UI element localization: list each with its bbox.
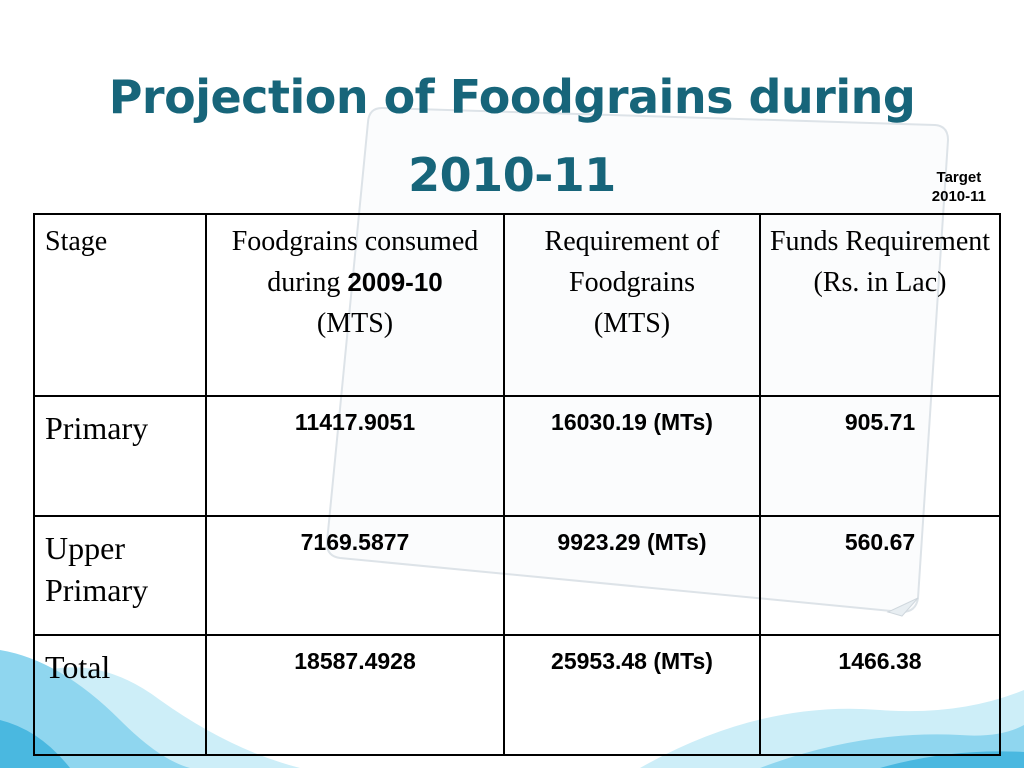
table-row: Primary 11417.9051 16030.19 (MTs) 905.71: [33, 395, 1001, 517]
header-consumed-year: 2009-10: [347, 267, 443, 297]
funds-cell: 905.71: [759, 395, 1001, 517]
header-consumed-unit: (MTS): [316, 308, 394, 339]
header-foodgrains-consumed: Foodgrains consumed during 2009-10 (MTS): [205, 213, 505, 397]
header-funds: Funds Requirement (Rs. in Lac): [759, 213, 1001, 397]
consumed-cell: 11417.9051: [205, 395, 505, 517]
requirement-cell: 16030.19 (MTs): [503, 395, 761, 517]
target-note: Target 2010-11: [932, 168, 986, 206]
table-row: Upper Primary 7169.5877 9923.29 (MTs) 56…: [33, 515, 1001, 636]
consumed-cell: 18587.4928: [205, 634, 505, 756]
slide-title-line1: Projection of Foodgrains during: [108, 70, 916, 124]
target-note-year: 2010-11: [931, 188, 986, 205]
slide-title: Projection of Foodgrains during 2010-11: [0, 58, 1024, 214]
header-requirement-unit: (MTS): [593, 308, 671, 339]
stage-cell: Total: [33, 634, 207, 756]
table-header-row: Stage Foodgrains consumed during 2009-10…: [33, 213, 1001, 397]
funds-cell: 560.67: [759, 515, 1001, 636]
requirement-cell: 25953.48 (MTs): [503, 634, 761, 756]
funds-cell: 1466.38: [759, 634, 1001, 756]
table-row-total: Total 18587.4928 25953.48 (MTs) 1466.38: [33, 634, 1001, 756]
requirement-cell: 9923.29 (MTs): [503, 515, 761, 636]
header-funds-unit: (Rs. in Lac): [813, 267, 947, 298]
header-requirement-text: Requirement of Foodgrains: [544, 226, 720, 298]
slide-title-line2: 2010-11: [408, 148, 616, 202]
consumed-cell: 7169.5877: [205, 515, 505, 636]
header-consumed-text: Foodgrains consumed during: [231, 226, 479, 298]
target-note-label: Target: [936, 169, 982, 186]
header-requirement: Requirement of Foodgrains (MTS): [503, 213, 761, 397]
stage-cell: Upper Primary: [33, 515, 207, 636]
stage-cell: Primary: [33, 395, 207, 517]
header-stage: Stage: [33, 213, 207, 397]
header-funds-text: Funds Requirement: [769, 226, 991, 257]
foodgrains-table: Stage Foodgrains consumed during 2009-10…: [33, 213, 1001, 756]
